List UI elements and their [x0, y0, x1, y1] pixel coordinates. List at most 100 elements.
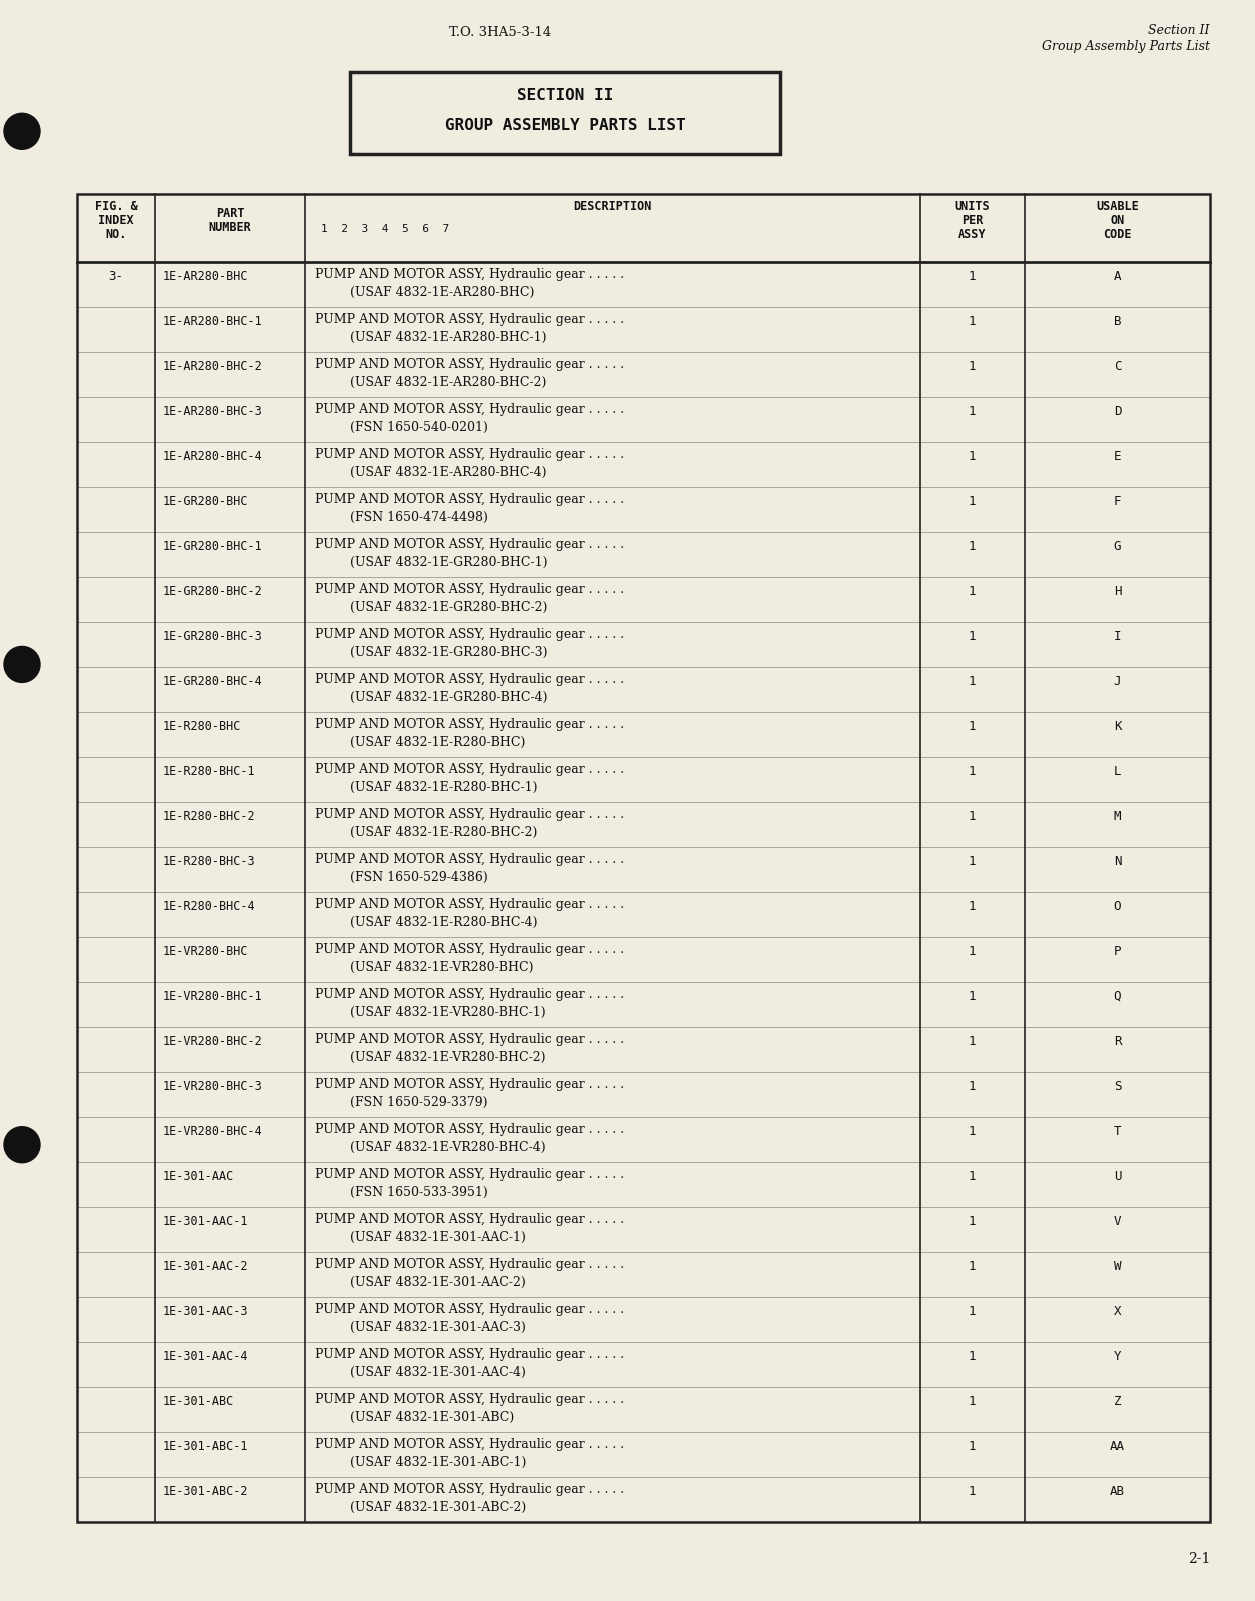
Text: PUMP AND MOTOR ASSY, Hydraulic gear . . . . .: PUMP AND MOTOR ASSY, Hydraulic gear . . …: [315, 583, 624, 596]
Text: C: C: [1113, 360, 1121, 373]
Text: 1E-301-ABC-1: 1E-301-ABC-1: [163, 1439, 248, 1454]
Text: PUMP AND MOTOR ASSY, Hydraulic gear . . . . .: PUMP AND MOTOR ASSY, Hydraulic gear . . …: [315, 1214, 624, 1226]
Text: (USAF 4832-1E-301-AAC-3): (USAF 4832-1E-301-AAC-3): [350, 1321, 526, 1334]
Text: (USAF 4832-1E-VR280-BHC-1): (USAF 4832-1E-VR280-BHC-1): [350, 1005, 546, 1018]
Text: (USAF 4832-1E-R280-BHC): (USAF 4832-1E-R280-BHC): [350, 736, 526, 749]
Text: INDEX: INDEX: [98, 215, 134, 227]
Text: 1: 1: [969, 540, 976, 552]
Text: A: A: [1113, 271, 1121, 283]
Text: UNITS: UNITS: [955, 200, 990, 213]
Text: 1: 1: [969, 1260, 976, 1273]
Text: PUMP AND MOTOR ASSY, Hydraulic gear . . . . .: PUMP AND MOTOR ASSY, Hydraulic gear . . …: [315, 1169, 624, 1182]
Text: DESCRIPTION: DESCRIPTION: [574, 200, 651, 213]
Text: AA: AA: [1109, 1439, 1124, 1454]
Text: 1E-GR280-BHC: 1E-GR280-BHC: [163, 495, 248, 508]
Text: (USAF 4832-1E-301-AAC-4): (USAF 4832-1E-301-AAC-4): [350, 1366, 526, 1378]
Text: P: P: [1113, 945, 1121, 957]
Text: 1: 1: [969, 945, 976, 957]
Text: (USAF 4832-1E-R280-BHC-2): (USAF 4832-1E-R280-BHC-2): [350, 826, 537, 839]
Text: 1E-VR280-BHC-1: 1E-VR280-BHC-1: [163, 989, 262, 1002]
Text: (USAF 4832-1E-AR280-BHC): (USAF 4832-1E-AR280-BHC): [350, 287, 535, 299]
Text: (USAF 4832-1E-R280-BHC-4): (USAF 4832-1E-R280-BHC-4): [350, 916, 537, 929]
Text: 1: 1: [969, 360, 976, 373]
Text: 1: 1: [969, 1486, 976, 1499]
Text: 1E-301-AAC: 1E-301-AAC: [163, 1170, 235, 1183]
Text: M: M: [1113, 810, 1121, 823]
Text: 1: 1: [969, 855, 976, 868]
Text: 1E-VR280-BHC-3: 1E-VR280-BHC-3: [163, 1081, 262, 1093]
Text: CODE: CODE: [1103, 227, 1132, 242]
Text: (USAF 4832-1E-VR280-BHC-2): (USAF 4832-1E-VR280-BHC-2): [350, 1050, 546, 1065]
Text: L: L: [1113, 765, 1121, 778]
Text: FIG. &: FIG. &: [94, 200, 137, 213]
Text: 1: 1: [969, 631, 976, 644]
Text: PUMP AND MOTOR ASSY, Hydraulic gear . . . . .: PUMP AND MOTOR ASSY, Hydraulic gear . . …: [315, 1258, 624, 1271]
Text: 1: 1: [969, 1350, 976, 1362]
Text: 1E-301-ABC-2: 1E-301-ABC-2: [163, 1486, 248, 1499]
Text: GROUP ASSEMBLY PARTS LIST: GROUP ASSEMBLY PARTS LIST: [444, 118, 685, 133]
Text: PUMP AND MOTOR ASSY, Hydraulic gear . . . . .: PUMP AND MOTOR ASSY, Hydraulic gear . . …: [315, 1348, 624, 1361]
Text: V: V: [1113, 1215, 1121, 1228]
Circle shape: [4, 647, 40, 682]
Text: T.O. 3HA5-3-14: T.O. 3HA5-3-14: [449, 26, 551, 38]
Text: PUMP AND MOTOR ASSY, Hydraulic gear . . . . .: PUMP AND MOTOR ASSY, Hydraulic gear . . …: [315, 853, 624, 866]
Text: PUMP AND MOTOR ASSY, Hydraulic gear . . . . .: PUMP AND MOTOR ASSY, Hydraulic gear . . …: [315, 898, 624, 911]
Text: (USAF 4832-1E-AR280-BHC-4): (USAF 4832-1E-AR280-BHC-4): [350, 466, 546, 479]
Text: 1: 1: [969, 1126, 976, 1138]
Text: PUMP AND MOTOR ASSY, Hydraulic gear . . . . .: PUMP AND MOTOR ASSY, Hydraulic gear . . …: [315, 1438, 624, 1451]
Text: 1E-301-AAC-2: 1E-301-AAC-2: [163, 1260, 248, 1273]
Circle shape: [4, 1127, 40, 1162]
Text: Q: Q: [1113, 989, 1121, 1002]
Text: J: J: [1113, 676, 1121, 688]
Text: PUMP AND MOTOR ASSY, Hydraulic gear . . . . .: PUMP AND MOTOR ASSY, Hydraulic gear . . …: [315, 403, 624, 416]
Text: H: H: [1113, 584, 1121, 599]
Text: PUMP AND MOTOR ASSY, Hydraulic gear . . . . .: PUMP AND MOTOR ASSY, Hydraulic gear . . …: [315, 314, 624, 327]
Text: (USAF 4832-1E-301-AAC-2): (USAF 4832-1E-301-AAC-2): [350, 1276, 526, 1289]
Text: S: S: [1113, 1081, 1121, 1093]
Text: ASSY: ASSY: [959, 227, 986, 242]
Text: 1E-GR280-BHC-3: 1E-GR280-BHC-3: [163, 631, 262, 644]
Bar: [77, 194, 1210, 1523]
Text: T: T: [1113, 1126, 1121, 1138]
Text: 1: 1: [969, 765, 976, 778]
Text: 3-: 3-: [108, 271, 123, 283]
Text: (USAF 4832-1E-GR280-BHC-3): (USAF 4832-1E-GR280-BHC-3): [350, 645, 547, 660]
Text: (FSN 1650-533-3951): (FSN 1650-533-3951): [350, 1186, 488, 1199]
Text: ON: ON: [1111, 215, 1124, 227]
Text: (FSN 1650-474-4498): (FSN 1650-474-4498): [350, 511, 488, 524]
Text: 1: 1: [969, 1305, 976, 1318]
Text: 1E-VR280-BHC-4: 1E-VR280-BHC-4: [163, 1126, 262, 1138]
Text: 1E-R280-BHC-2: 1E-R280-BHC-2: [163, 810, 256, 823]
Text: B: B: [1113, 315, 1121, 328]
Text: (FSN 1650-540-0201): (FSN 1650-540-0201): [350, 421, 488, 434]
Text: PART: PART: [216, 207, 245, 219]
Text: U: U: [1113, 1170, 1121, 1183]
Text: 1E-AR280-BHC-1: 1E-AR280-BHC-1: [163, 315, 262, 328]
Text: PUMP AND MOTOR ASSY, Hydraulic gear . . . . .: PUMP AND MOTOR ASSY, Hydraulic gear . . …: [315, 764, 624, 776]
Text: W: W: [1113, 1260, 1121, 1273]
Text: 1E-GR280-BHC-4: 1E-GR280-BHC-4: [163, 676, 262, 688]
Text: PUMP AND MOTOR ASSY, Hydraulic gear . . . . .: PUMP AND MOTOR ASSY, Hydraulic gear . . …: [315, 628, 624, 640]
Text: K: K: [1113, 720, 1121, 733]
Text: 1: 1: [969, 1439, 976, 1454]
Text: Y: Y: [1113, 1350, 1121, 1362]
Text: Group Assembly Parts List: Group Assembly Parts List: [1042, 40, 1210, 53]
Text: PUMP AND MOTOR ASSY, Hydraulic gear . . . . .: PUMP AND MOTOR ASSY, Hydraulic gear . . …: [315, 672, 624, 685]
Text: (USAF 4832-1E-VR280-BHC-4): (USAF 4832-1E-VR280-BHC-4): [350, 1142, 546, 1154]
Text: D: D: [1113, 405, 1121, 418]
Text: 1: 1: [969, 900, 976, 913]
Text: 1: 1: [969, 495, 976, 508]
Text: Section II: Section II: [1148, 24, 1210, 37]
Text: 1E-GR280-BHC-1: 1E-GR280-BHC-1: [163, 540, 262, 552]
Text: PUMP AND MOTOR ASSY, Hydraulic gear . . . . .: PUMP AND MOTOR ASSY, Hydraulic gear . . …: [315, 538, 624, 551]
Text: 1E-VR280-BHC-2: 1E-VR280-BHC-2: [163, 1034, 262, 1049]
Text: 1: 1: [969, 1215, 976, 1228]
Text: X: X: [1113, 1305, 1121, 1318]
Text: 1E-301-ABC: 1E-301-ABC: [163, 1394, 235, 1407]
Text: PUMP AND MOTOR ASSY, Hydraulic gear . . . . .: PUMP AND MOTOR ASSY, Hydraulic gear . . …: [315, 1077, 624, 1090]
Text: 1  2  3  4  5  6  7: 1 2 3 4 5 6 7: [321, 224, 449, 234]
Text: G: G: [1113, 540, 1121, 552]
Text: 1E-GR280-BHC-2: 1E-GR280-BHC-2: [163, 584, 262, 599]
Text: AB: AB: [1109, 1486, 1124, 1499]
Text: F: F: [1113, 495, 1121, 508]
